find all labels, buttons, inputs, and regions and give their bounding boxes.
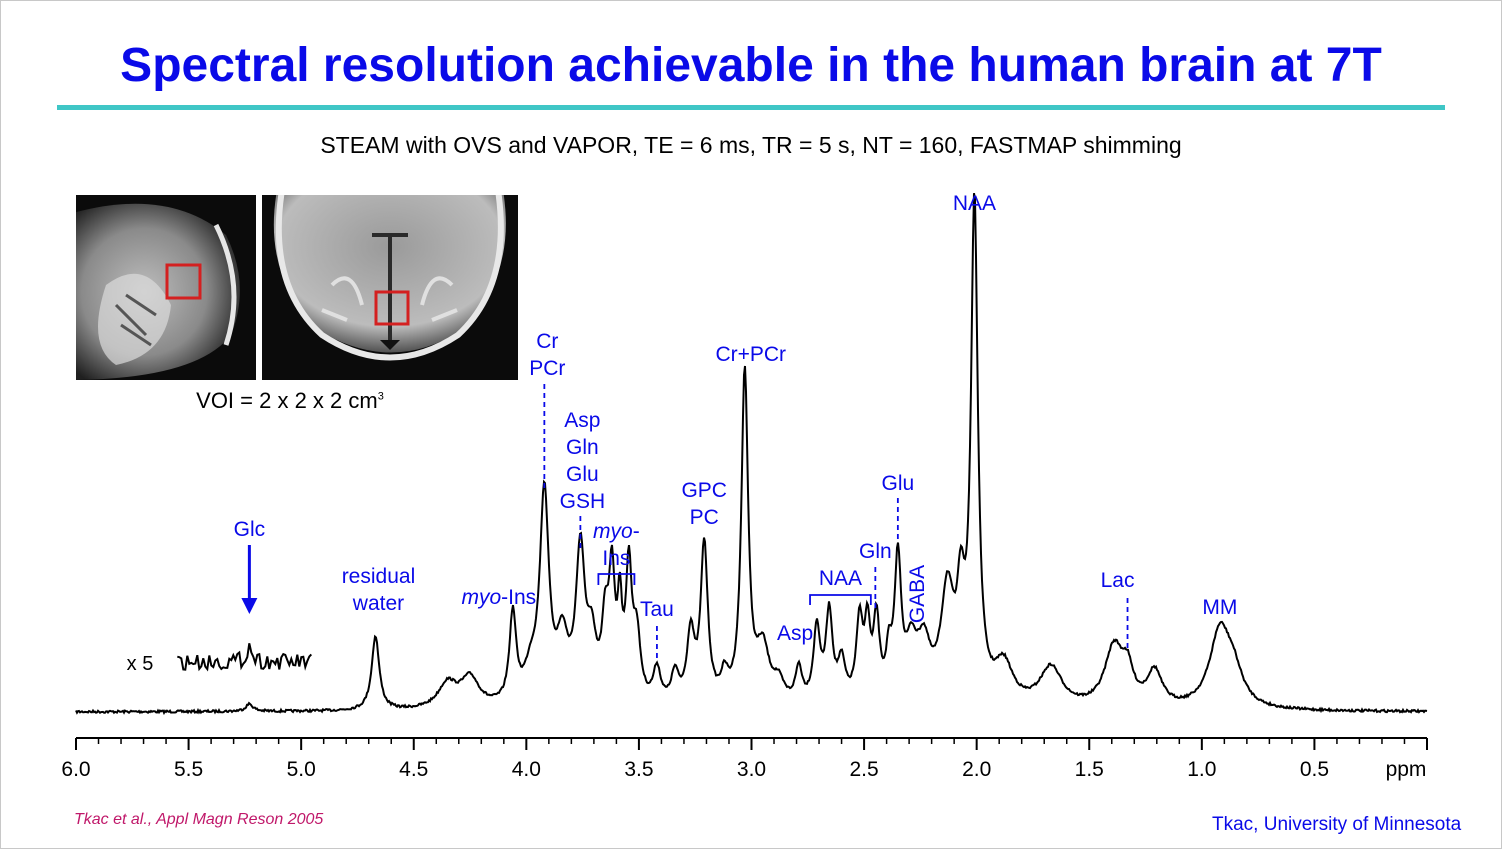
x-tick-label: 2.5 bbox=[849, 758, 878, 781]
glc-arrow-head bbox=[241, 598, 258, 614]
slide-title: Spectral resolution achievable in the hu… bbox=[120, 39, 1382, 92]
annotation-cr-pcr: PCr bbox=[529, 357, 565, 380]
x-tick-label: 0.5 bbox=[1300, 758, 1329, 781]
annotation-myo-ins-left: myo-Ins bbox=[461, 586, 536, 609]
x-tick-label: 5.0 bbox=[287, 758, 316, 781]
x-tick-label: 3.5 bbox=[624, 758, 653, 781]
annotation-tau: Tau bbox=[640, 598, 674, 621]
annotation-gaba: GABA bbox=[906, 565, 929, 623]
annotation-asp-gln-glu-gsh: Glu bbox=[566, 463, 599, 486]
annotation-asp-gln-glu-gsh: Asp bbox=[564, 409, 600, 432]
annotation-glu: Glu bbox=[882, 472, 915, 495]
x-tick-label: 4.0 bbox=[512, 758, 541, 781]
naa-bracket bbox=[809, 594, 872, 605]
voi-exponent: 3 bbox=[377, 390, 384, 403]
annotation-gpc-pc: PC bbox=[690, 506, 719, 529]
spectrum-line bbox=[75, 192, 1428, 716]
annotation-mm: MM bbox=[1202, 596, 1237, 619]
annotation-asp-gln-glu-gsh: Gln bbox=[566, 436, 599, 459]
acquisition-parameters: STEAM with OVS and VAPOR, TE = 6 ms, TR … bbox=[320, 132, 1182, 158]
x-tick-label: 3.0 bbox=[737, 758, 766, 781]
x-axis-label: ppm bbox=[1386, 758, 1427, 781]
annotation-glc: Glc bbox=[234, 518, 266, 541]
x-tick-label: 4.5 bbox=[399, 758, 428, 781]
x-tick-label: 1.5 bbox=[1075, 758, 1104, 781]
x-tick-label: 6.0 bbox=[61, 758, 90, 781]
axial-mri-image bbox=[262, 195, 518, 380]
title-underline bbox=[57, 105, 1445, 110]
inset-x5-line bbox=[177, 643, 313, 672]
annotation-naa-small: NAA bbox=[819, 567, 862, 590]
annotation-naa: NAA bbox=[953, 192, 996, 215]
annotation-residual-water: residual bbox=[342, 565, 416, 588]
annotation-cr-pcr: Cr bbox=[536, 330, 558, 353]
annotation-asp-gln-glu-gsh: GSH bbox=[560, 490, 606, 513]
annotation-lac: Lac bbox=[1101, 569, 1135, 592]
x-tick-label: 5.5 bbox=[174, 758, 203, 781]
annotation-residual-water: water bbox=[352, 592, 404, 615]
x-tick-label: 1.0 bbox=[1187, 758, 1216, 781]
citation: Tkac et al., Appl Magn Reson 2005 bbox=[74, 811, 324, 828]
credit-line: Tkac, University of Minnesota bbox=[1212, 814, 1462, 835]
x-tick-label: 2.0 bbox=[962, 758, 991, 781]
annotation-myo-ins-right-line2: Ins bbox=[602, 547, 630, 570]
annotation-gpc-pc: GPC bbox=[681, 479, 727, 502]
myo-ins-bracket bbox=[597, 573, 636, 585]
voi-caption: VOI = 2 x 2 x 2 cm3 bbox=[150, 388, 430, 414]
voi-text: VOI = 2 x 2 x 2 cm bbox=[196, 388, 378, 413]
annotation-cr-pcr-2: Cr+PCr bbox=[715, 343, 786, 366]
inset-x5-label: x 5 bbox=[127, 653, 154, 675]
annotation-asp: Asp bbox=[777, 622, 813, 645]
annotation-gln: Gln bbox=[859, 540, 892, 563]
sagittal-mri-image bbox=[76, 195, 256, 380]
annotation-myo-ins-right: myo- bbox=[593, 520, 640, 543]
